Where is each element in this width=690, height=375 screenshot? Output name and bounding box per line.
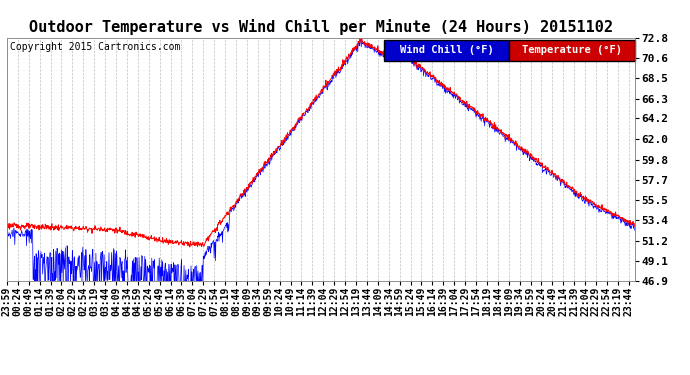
FancyBboxPatch shape (509, 40, 635, 61)
FancyBboxPatch shape (384, 40, 509, 61)
Title: Outdoor Temperature vs Wind Chill per Minute (24 Hours) 20151102: Outdoor Temperature vs Wind Chill per Mi… (29, 19, 613, 35)
Text: Temperature (°F): Temperature (°F) (522, 45, 622, 55)
Text: Copyright 2015 Cartronics.com: Copyright 2015 Cartronics.com (10, 42, 180, 52)
Text: Wind Chill (°F): Wind Chill (°F) (400, 45, 493, 56)
